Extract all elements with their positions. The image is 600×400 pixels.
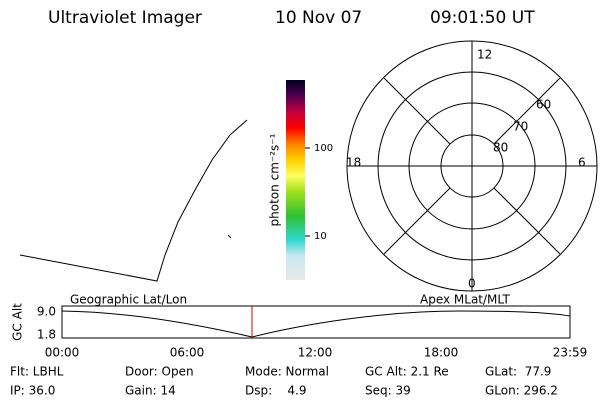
info: GLat: 77.9 bbox=[485, 365, 551, 379]
plot-label: Apex MLat/MLT bbox=[420, 293, 510, 307]
lat-label: 60 bbox=[536, 98, 551, 112]
mlt-label: 18 bbox=[346, 156, 361, 170]
info: GC Alt: 2.1 Re bbox=[365, 365, 449, 379]
colorbar-label: photon cm⁻²s⁻¹ bbox=[268, 133, 282, 226]
info: Dsp: 4.9 bbox=[245, 384, 307, 398]
info: Mode: Normal bbox=[245, 365, 329, 379]
time: 09:01:50 UT bbox=[430, 8, 535, 28]
y-tick-label: 9.0 bbox=[37, 305, 56, 319]
colorbar bbox=[286, 80, 305, 280]
mlt-label: 6 bbox=[578, 156, 586, 170]
info: Flt: LBHL bbox=[10, 365, 64, 379]
mlt-label: 0 bbox=[468, 277, 476, 291]
lat-label: 80 bbox=[493, 141, 508, 155]
info: Seq: 39 bbox=[365, 384, 411, 398]
colorbar-tick-label: 10 bbox=[314, 231, 327, 242]
x-tick-label: 23:59 bbox=[553, 346, 588, 360]
info: GLon: 296.2 bbox=[485, 384, 558, 398]
colorbar-tick-label: 100 bbox=[314, 143, 333, 154]
date: 10 Nov 07 bbox=[275, 8, 362, 28]
x-tick-label: 12:00 bbox=[298, 346, 333, 360]
plot-label: Geographic Lat/Lon bbox=[70, 293, 187, 307]
info: IP: 36.0 bbox=[10, 384, 55, 398]
altitude-curve bbox=[61, 310, 571, 338]
lat-label: 70 bbox=[513, 120, 528, 134]
info: Gain: 14 bbox=[125, 384, 176, 398]
y-label: GC Alt bbox=[11, 303, 25, 341]
info: Door: Open bbox=[125, 365, 194, 379]
plot-frame bbox=[61, 305, 571, 339]
polar-grid bbox=[346, 40, 598, 292]
x-tick-label: 18:00 bbox=[424, 346, 459, 360]
title: Ultraviolet Imager bbox=[48, 8, 202, 28]
x-tick-label: 00:00 bbox=[45, 346, 80, 360]
y-tick-label: 1.8 bbox=[37, 328, 56, 342]
map-line bbox=[19, 119, 248, 282]
x-tick-label: 06:00 bbox=[170, 346, 205, 360]
map-fragment bbox=[227, 234, 232, 239]
mlt-label: 12 bbox=[477, 48, 492, 62]
